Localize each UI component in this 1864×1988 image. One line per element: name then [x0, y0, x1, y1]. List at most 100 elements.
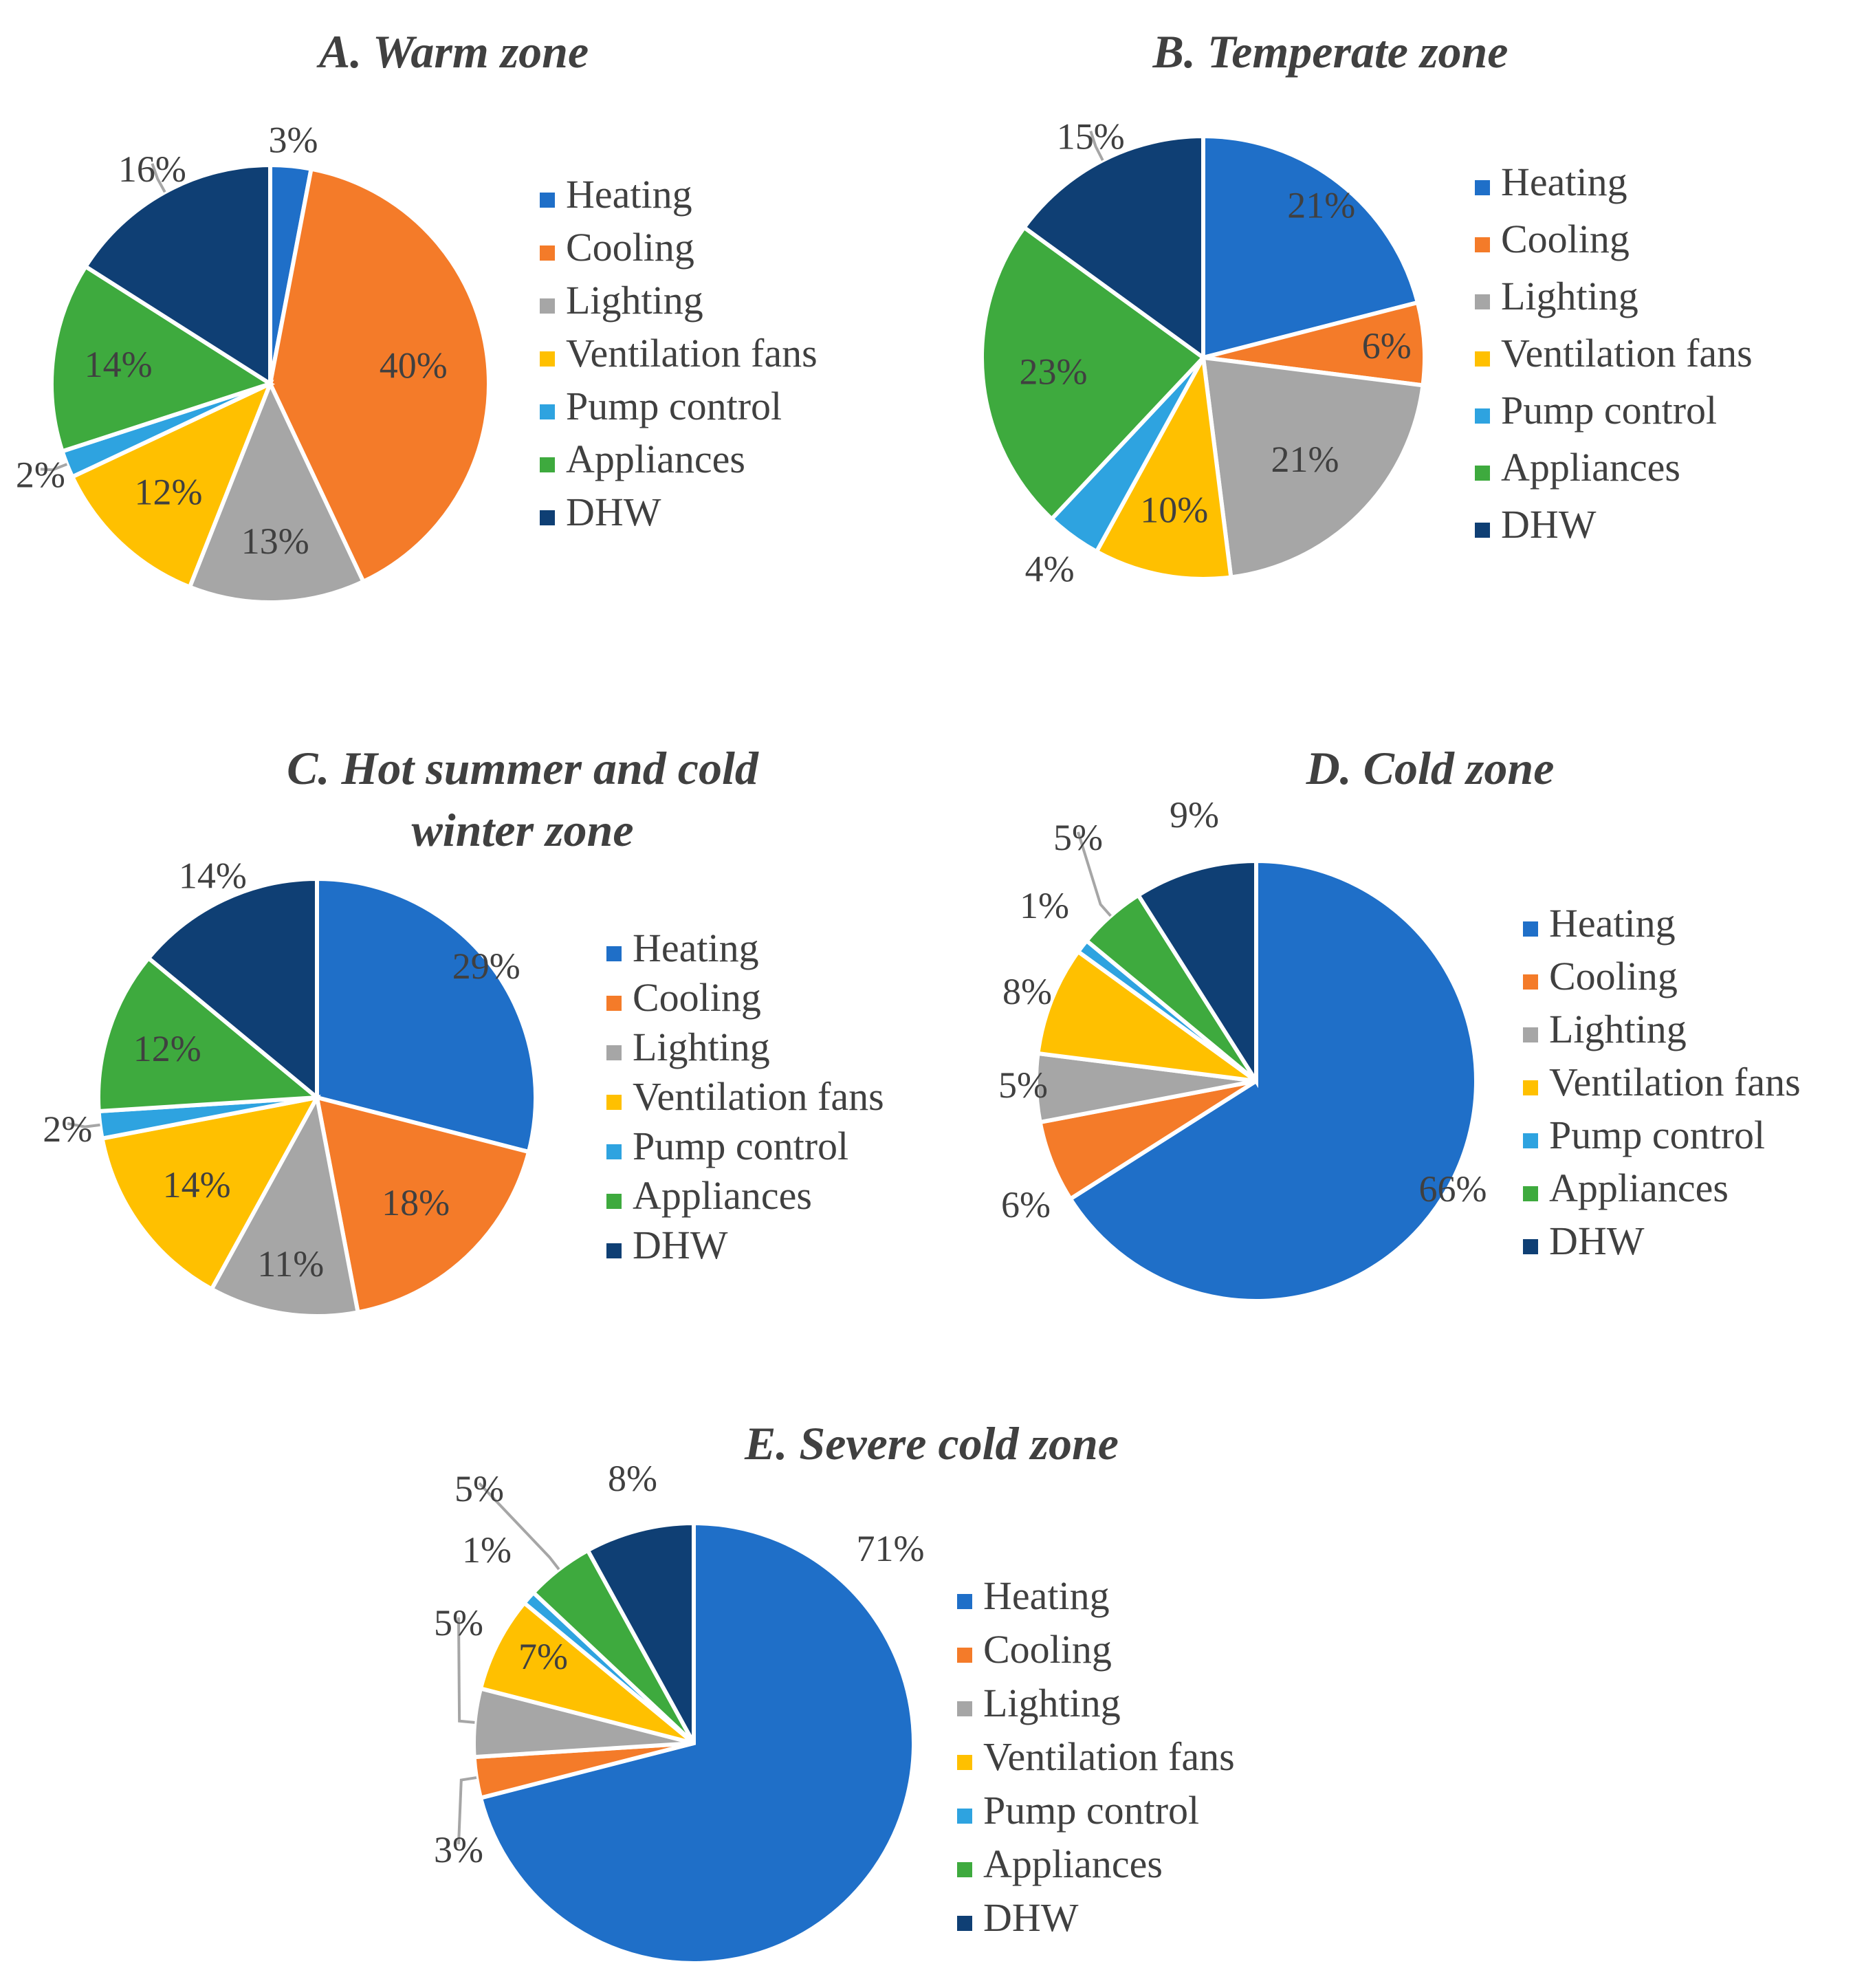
legend-swatch: [1523, 974, 1538, 990]
pie-slice-appliances: [96, 955, 322, 1114]
data-label: 23%: [1020, 351, 1088, 393]
legend-label: Pump control: [566, 384, 782, 428]
legend-label: Ventilation fans: [566, 331, 818, 375]
legend-label: Lighting: [983, 1681, 1121, 1725]
label-leader-line: [478, 1482, 560, 1571]
chart-title: D. Cold zone: [1306, 742, 1555, 794]
label-leader-line: [40, 463, 68, 472]
legend-label: Cooling: [566, 225, 694, 270]
legend-label: Pump control: [1549, 1113, 1765, 1157]
data-label: 10%: [1140, 489, 1208, 530]
legend-label: Ventilation fans: [633, 1074, 884, 1119]
pie-chart-1: A. Warm zone 3% 40% 13% 12% 2% 14% 16% Heating Co…: [16, 25, 818, 604]
legend-swatch: [957, 1648, 972, 1663]
legend-label: DHW: [1501, 502, 1597, 547]
pie-slice-lighting: [208, 1091, 361, 1318]
legend-swatch: [957, 1701, 972, 1716]
chart-title: C. Hot summer and cold: [287, 742, 759, 794]
pie-chart-4: D. Cold zone 66% 6% 5% 8% 1% 5% 9% Heating Coolin…: [998, 742, 1801, 1303]
legend-swatch: [540, 457, 555, 472]
legend-label: Cooling: [983, 1627, 1112, 1672]
legend-label: Appliances: [1549, 1166, 1729, 1210]
legend-swatch: [957, 1755, 972, 1770]
legend-swatch: [1523, 921, 1538, 937]
legend-label: Lighting: [566, 278, 703, 323]
legend-swatch: [957, 1916, 972, 1931]
label-leader-line: [151, 163, 166, 193]
data-label: 14%: [85, 344, 153, 385]
legend-label: Pump control: [983, 1788, 1199, 1833]
data-label: 71%: [857, 1528, 925, 1569]
data-label: 7%: [518, 1636, 568, 1677]
pie-slice-heating: [1201, 133, 1421, 360]
legend-swatch: [1523, 1080, 1538, 1095]
legend-swatch: [606, 996, 622, 1011]
legend-swatch: [1475, 408, 1490, 424]
data-label: 11%: [257, 1243, 324, 1285]
legend-label: Appliances: [1501, 445, 1680, 490]
legend-swatch: [1523, 1239, 1538, 1254]
pie-slice-appliances: [980, 224, 1207, 522]
legend: Heating Cooling Lighting Ventilation fans Pu…: [957, 1573, 1235, 1940]
data-label: 9%: [1170, 794, 1219, 835]
legend: Heating Cooling Lighting Ventilation fans Pu…: [540, 172, 818, 534]
legend-swatch: [606, 1243, 622, 1258]
data-label: 13%: [241, 521, 309, 562]
pie-slice-lighting: [1200, 355, 1425, 580]
data-label: 4%: [1025, 548, 1075, 589]
legend-label: DHW: [633, 1223, 728, 1267]
data-label: 1%: [1020, 885, 1069, 926]
legend-label: DHW: [566, 490, 661, 534]
legend-swatch: [957, 1862, 972, 1877]
pie-slice-ventilation-fans: [69, 380, 274, 590]
legend-label: Appliances: [633, 1173, 812, 1218]
legend-swatch: [606, 1144, 622, 1159]
legend-swatch: [957, 1809, 972, 1824]
legend-swatch: [540, 193, 555, 208]
pie-slice-dhw: [584, 1520, 696, 1745]
legend: Heating Cooling Lighting Ventilation fans Pu…: [1475, 160, 1753, 547]
pie-slice-dhw: [1135, 858, 1258, 1089]
legend-label: Cooling: [1549, 954, 1678, 998]
legend-swatch: [540, 298, 555, 314]
data-label: 8%: [608, 1458, 657, 1499]
legend-swatch: [1475, 294, 1490, 309]
pie-slice-ventilation-fans: [100, 1094, 321, 1292]
data-label: 5%: [434, 1602, 483, 1643]
legend-label: Lighting: [633, 1025, 770, 1069]
chart-title: B. Temperate zone: [1152, 25, 1509, 78]
pie-slice-ventilation-fans: [1035, 948, 1258, 1083]
data-label: 8%: [1002, 971, 1052, 1012]
data-label: 12%: [133, 1028, 201, 1069]
legend-swatch: [1475, 237, 1490, 252]
data-label: 6%: [1001, 1184, 1051, 1225]
data-label: 3%: [434, 1829, 483, 1870]
legend-swatch: [540, 510, 555, 525]
pie-slice-dhw: [1021, 133, 1205, 362]
data-label: 1%: [462, 1529, 512, 1571]
pie-slice-dhw: [145, 876, 319, 1102]
data-label: 5%: [454, 1468, 504, 1509]
pie-slice-lighting: [187, 378, 366, 604]
legend-swatch: [606, 1095, 622, 1110]
data-label: 12%: [134, 472, 202, 513]
data-label: 3%: [269, 119, 318, 160]
label-leader-line: [457, 1776, 477, 1845]
legend-swatch: [540, 404, 555, 419]
data-label: 66%: [1419, 1168, 1487, 1210]
legend-swatch: [1475, 466, 1490, 481]
legend-swatch: [540, 351, 555, 367]
data-label: 6%: [1362, 325, 1412, 367]
pie-slice-ventilation-fans: [478, 1599, 695, 1745]
pie-slice-cooling: [314, 1094, 531, 1315]
legend-swatch: [1475, 351, 1490, 367]
legend-label: Lighting: [1549, 1007, 1687, 1051]
legend-swatch: [1523, 1133, 1538, 1148]
legend-label: Pump control: [633, 1124, 848, 1168]
data-label: 2%: [16, 454, 65, 495]
data-label: 29%: [452, 946, 520, 987]
legend-swatch: [1475, 523, 1490, 538]
legend-label: Heating: [983, 1573, 1110, 1618]
legend-swatch: [606, 946, 622, 961]
